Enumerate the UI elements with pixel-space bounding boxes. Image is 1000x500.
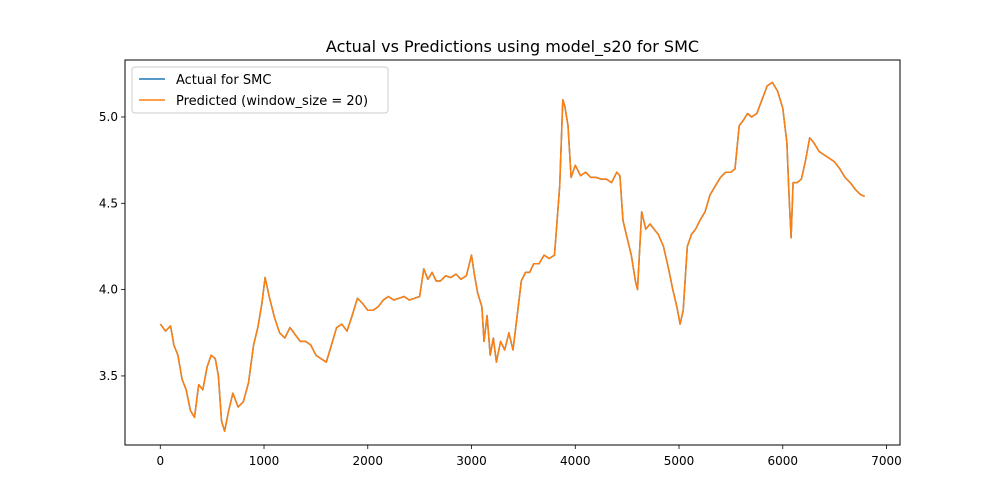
x-tick-label: 2000 <box>352 454 383 468</box>
x-tick-label: 0 <box>156 454 164 468</box>
y-tick-label: 5.0 <box>99 110 118 124</box>
y-tick-label: 4.0 <box>99 283 118 297</box>
x-axis-ticks: 0 1000 2000 3000 4000 5000 6000 7000 <box>156 445 902 468</box>
series-lines <box>159 81 865 432</box>
legend-label-actual: Actual for SMC <box>176 73 271 88</box>
y-axis-ticks: 3.5 4.0 4.5 5.0 <box>99 110 125 383</box>
predicted-series-line <box>159 81 865 432</box>
plot-frame <box>124 59 901 446</box>
x-tick-label: 4000 <box>560 454 591 468</box>
x-tick-label: 3000 <box>456 454 487 468</box>
chart-title: Actual vs Predictions using model_s20 fo… <box>326 37 699 57</box>
legend-label-predicted: Predicted (window_size = 20) <box>176 94 368 109</box>
y-tick-label: 3.5 <box>99 369 118 383</box>
x-tick-label: 5000 <box>664 454 695 468</box>
x-tick-label: 7000 <box>871 454 902 468</box>
legend-box <box>131 66 389 114</box>
legend: Actual for SMC Predicted (window_size = … <box>131 66 389 114</box>
x-tick-label: 1000 <box>249 454 280 468</box>
y-tick-label: 4.5 <box>99 196 118 210</box>
x-tick-label: 6000 <box>767 454 798 468</box>
